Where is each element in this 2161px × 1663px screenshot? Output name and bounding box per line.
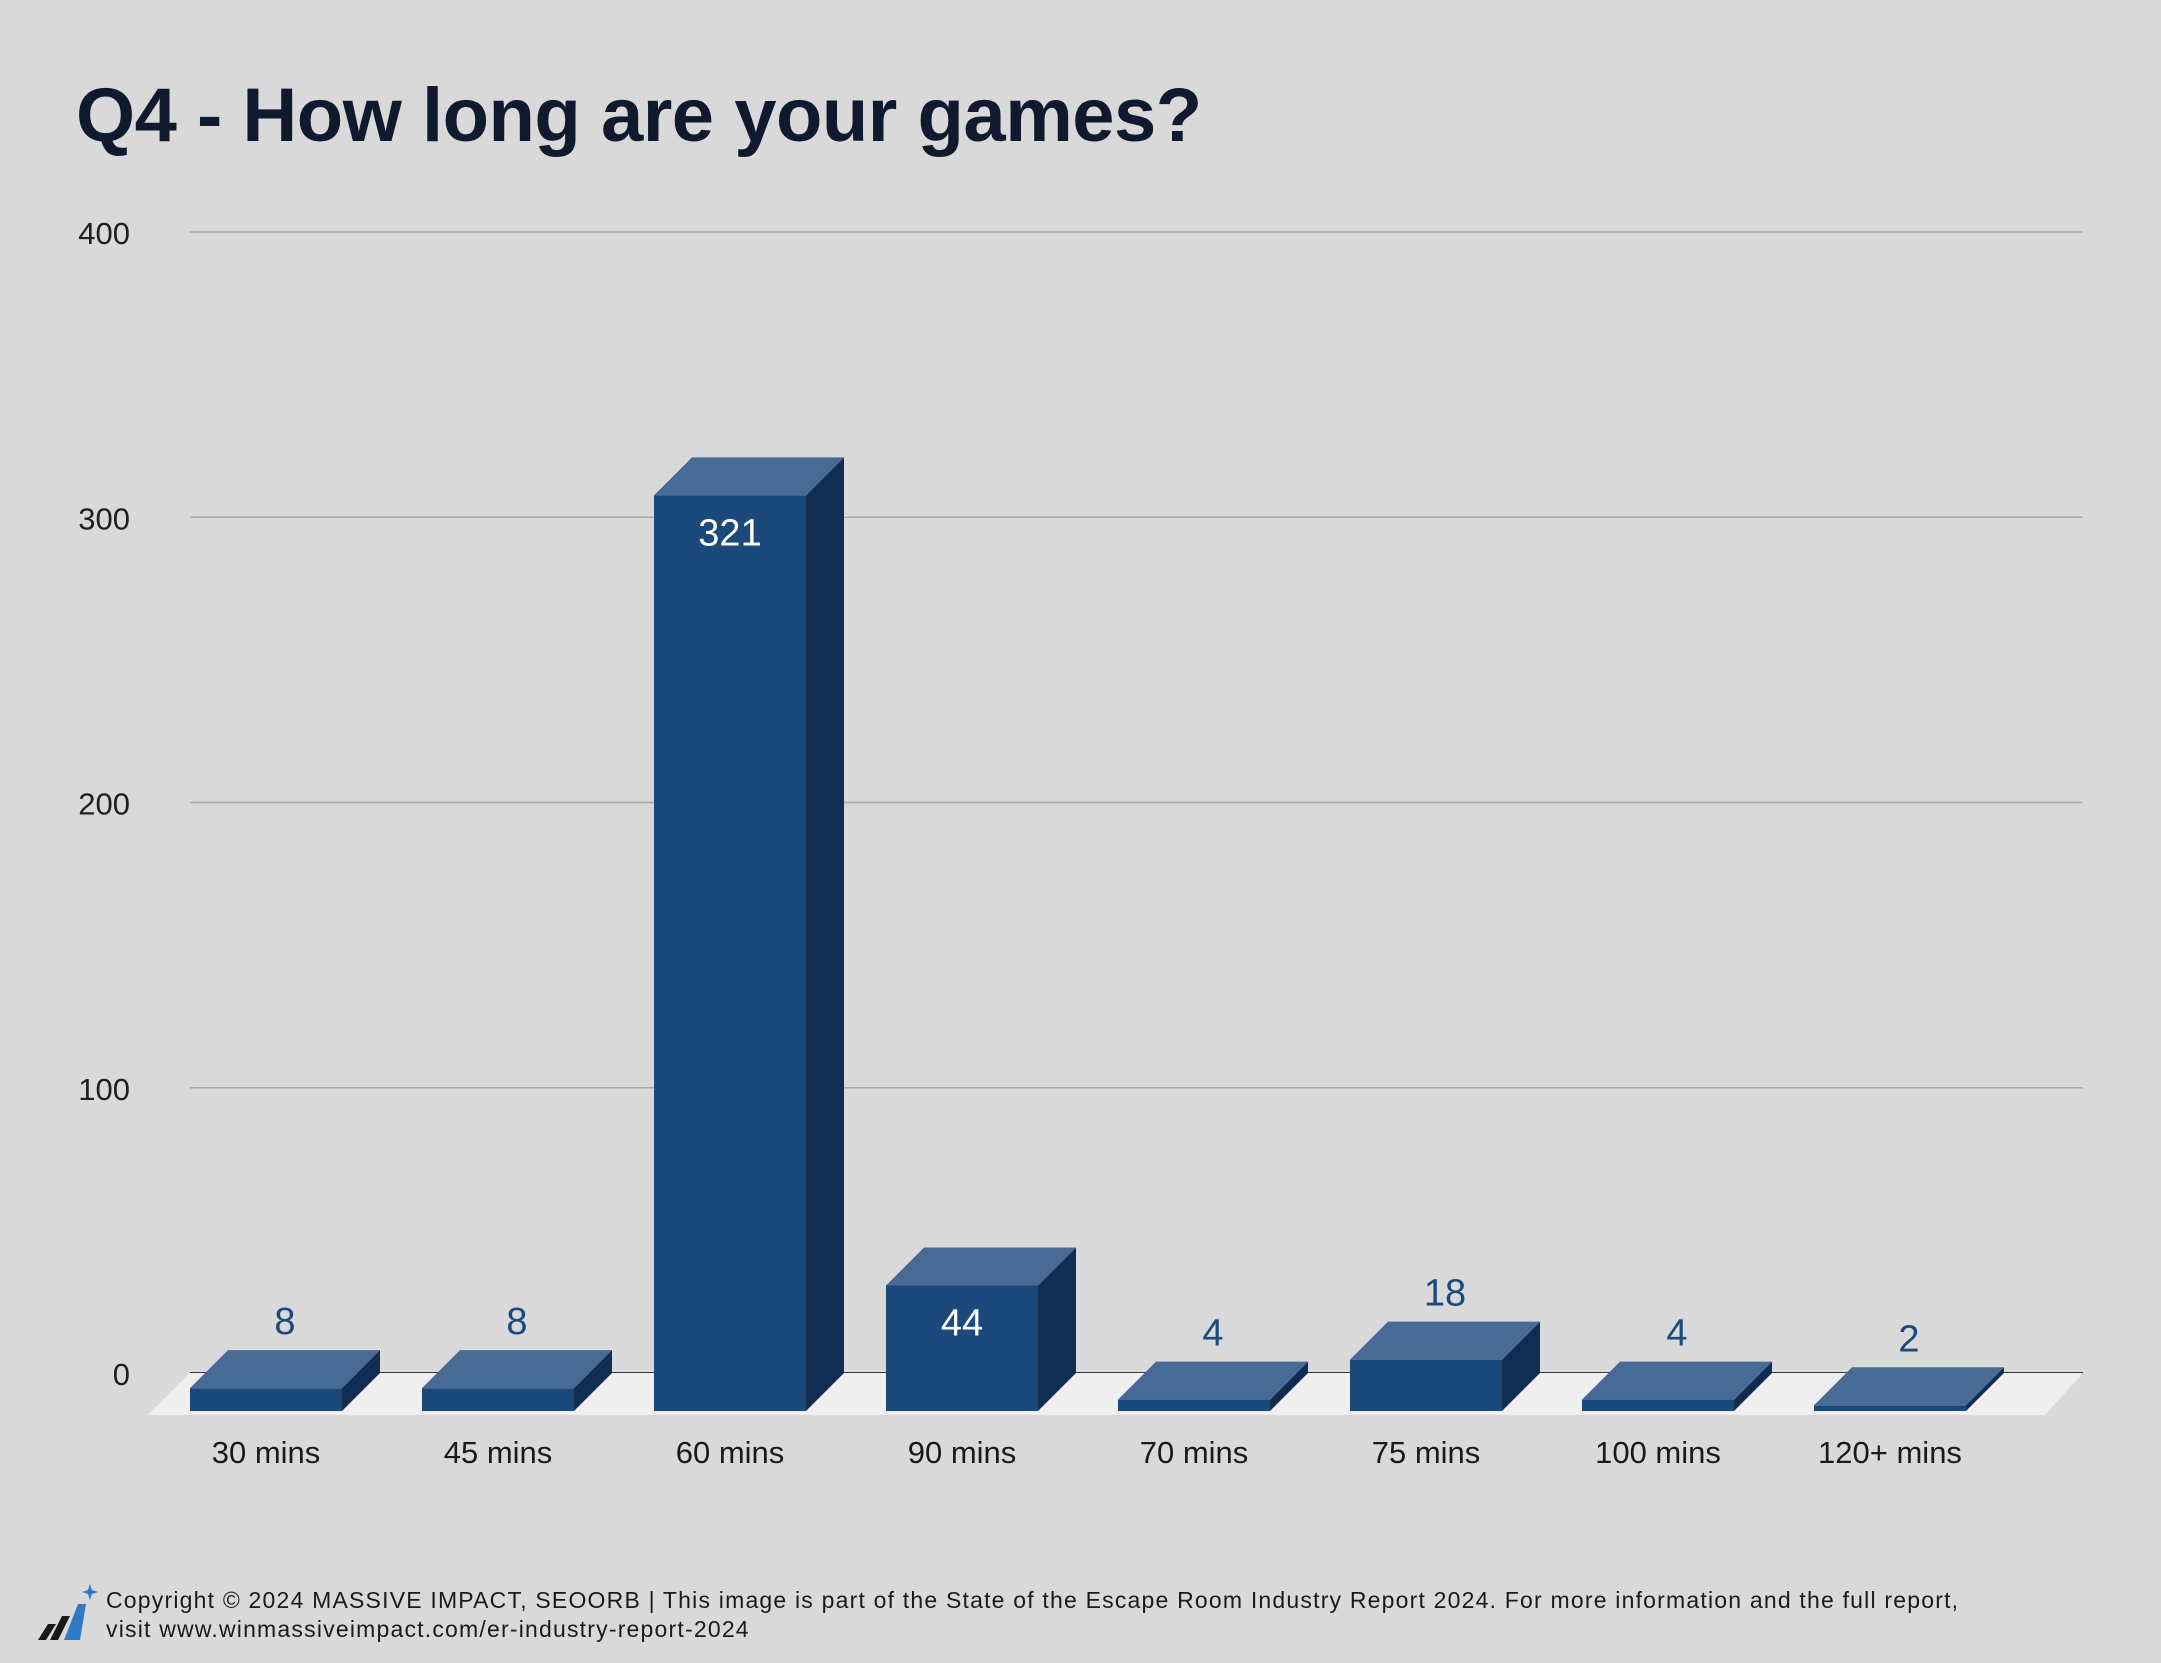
- data-label: 321: [698, 512, 761, 554]
- bar: [886, 1247, 1076, 1411]
- data-label: 8: [506, 1301, 527, 1343]
- data-label: 18: [1424, 1273, 1466, 1315]
- bar-side: [342, 1350, 380, 1411]
- bar-front: [422, 1388, 574, 1411]
- x-tick-label: 70 mins: [1140, 1435, 1249, 1470]
- data-label: 8: [274, 1301, 295, 1343]
- grid-lines: [190, 231, 2083, 1374]
- x-axis-ticks: 30 mins 45 mins 60 mins 90 mins 70 mins 75 mi…: [212, 1435, 1962, 1470]
- y-tick-label: 300: [78, 501, 130, 536]
- bar-side: [1502, 1321, 1540, 1411]
- bar-front: [190, 1388, 342, 1411]
- bar-chart-sparkle-icon: [38, 1584, 98, 1640]
- copyright-text: Copyright © 2024 MASSIVE IMPACT, SEOORB …: [106, 1586, 2146, 1644]
- bar-front: [1350, 1359, 1502, 1411]
- bar-front: [1814, 1405, 1966, 1411]
- bar: [422, 1350, 612, 1411]
- bar-side: [1038, 1247, 1076, 1411]
- bar: [1118, 1361, 1308, 1411]
- x-tick-label: 30 mins: [212, 1435, 321, 1470]
- x-tick-label: 75 mins: [1372, 1435, 1481, 1470]
- bar-top: [1582, 1361, 1772, 1400]
- bar-top: [1350, 1321, 1540, 1360]
- bar-side: [1734, 1361, 1772, 1411]
- bar: [1350, 1321, 1540, 1411]
- x-tick-label: 60 mins: [676, 1435, 785, 1470]
- bar: [190, 1350, 380, 1411]
- bar-side: [574, 1350, 612, 1411]
- bars: [190, 457, 2004, 1411]
- bar-top: [886, 1247, 1076, 1286]
- bar: [1582, 1361, 1772, 1411]
- y-axis-ticks: 0 100 200 300 400: [78, 216, 130, 1392]
- bar-top: [654, 457, 844, 496]
- data-label: 4: [1666, 1313, 1687, 1355]
- data-label: 44: [941, 1302, 983, 1344]
- chart-title: Q4 - How long are your games?: [76, 73, 1202, 158]
- copyright-line-2: visit www.winmassiveimpact.com/er-indust…: [106, 1616, 750, 1642]
- bar-side: [1270, 1361, 1308, 1411]
- bar-front: [1118, 1399, 1270, 1411]
- x-tick-label: 90 mins: [908, 1435, 1017, 1470]
- bar-side: [1966, 1367, 2004, 1411]
- y-tick-label: 400: [78, 216, 130, 251]
- bar-top: [1118, 1361, 1308, 1400]
- y-tick-label: 200: [78, 787, 130, 822]
- bar-top: [422, 1350, 612, 1389]
- copyright-line-1: Copyright © 2024 MASSIVE IMPACT, SEOORB …: [106, 1587, 1960, 1613]
- y-tick-label: 100: [78, 1072, 130, 1107]
- bar-top: [190, 1350, 380, 1389]
- bar: [654, 457, 844, 1411]
- y-tick-label: 0: [113, 1357, 130, 1392]
- data-label: 4: [1202, 1313, 1223, 1355]
- footer: Copyright © 2024 MASSIVE IMPACT, SEOORB …: [38, 1582, 2148, 1646]
- bar-side: [806, 457, 844, 1411]
- data-label: 2: [1898, 1318, 1919, 1360]
- bar-front: [886, 1285, 1038, 1411]
- x-tick-label: 120+ mins: [1818, 1435, 1962, 1470]
- bar-top: [1814, 1367, 2004, 1406]
- bar-front: [654, 495, 806, 1411]
- x-tick-label: 45 mins: [444, 1435, 553, 1470]
- bar-front: [1582, 1399, 1734, 1411]
- x-tick-label: 100 mins: [1595, 1435, 1721, 1470]
- bar: [1814, 1367, 2004, 1411]
